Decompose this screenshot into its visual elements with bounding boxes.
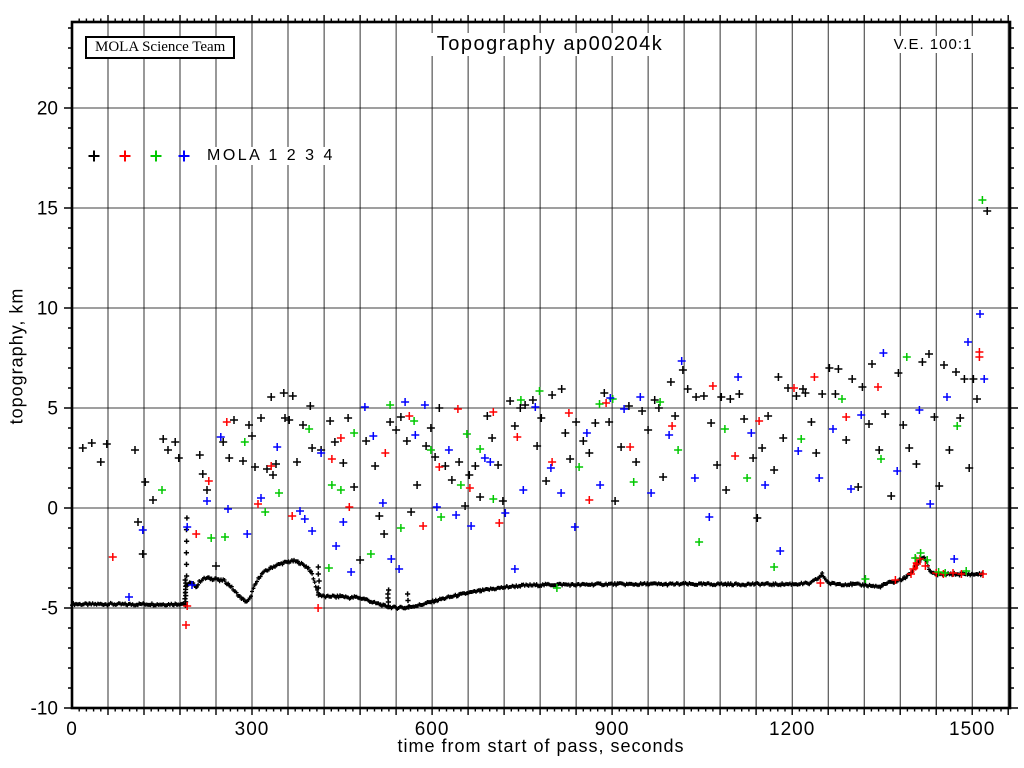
y-tick-label: 15	[37, 199, 58, 220]
legend-marker-mola-1	[88, 150, 100, 162]
x-tick-labels: 0 300 600 900 1200 1500	[66, 719, 995, 740]
x-tick-label: 0	[66, 719, 78, 740]
credit-box: MOLA Science Team	[85, 36, 236, 59]
y-tick-label: 10	[37, 299, 58, 320]
legend-markers	[88, 150, 190, 162]
y-tick-labels: -10 -5 0 5 10 15 20	[31, 99, 58, 720]
plot-frame	[70, 20, 1012, 710]
ground-track-series	[70, 555, 985, 611]
y-tick-label: -5	[41, 599, 58, 620]
legend-label: MOLA 1 2 3 4	[203, 147, 339, 165]
scatter-mola-4	[125, 310, 989, 601]
scatter-mola-3	[158, 196, 987, 592]
scatter-mola-1	[78, 207, 992, 610]
y-tick-label: -10	[31, 699, 58, 720]
y-tick-label: 20	[37, 99, 58, 120]
y-tick-label: 5	[47, 399, 58, 420]
grid-lines	[72, 22, 1010, 708]
legend-marker-mola-3	[150, 150, 162, 162]
x-tick-label: 900	[595, 719, 630, 740]
axis-ticks	[64, 15, 1018, 715]
x-tick-label: 300	[235, 719, 270, 740]
vertical-exaggeration-label: V.E. 100:1	[887, 36, 979, 53]
y-axis-label: topography, km	[6, 287, 27, 425]
y-tick-label: 0	[47, 499, 58, 520]
scatter-mola-2	[108, 348, 987, 629]
legend-marker-mola-2	[119, 150, 131, 162]
plot-title: Topography ap00204k	[426, 33, 674, 56]
x-tick-label: 1500	[949, 719, 995, 740]
x-tick-label: 1200	[769, 719, 815, 740]
x-tick-label: 600	[415, 719, 450, 740]
x-axis-label: time from start of pass, seconds	[397, 736, 685, 757]
legend-marker-mola-4	[178, 150, 190, 162]
